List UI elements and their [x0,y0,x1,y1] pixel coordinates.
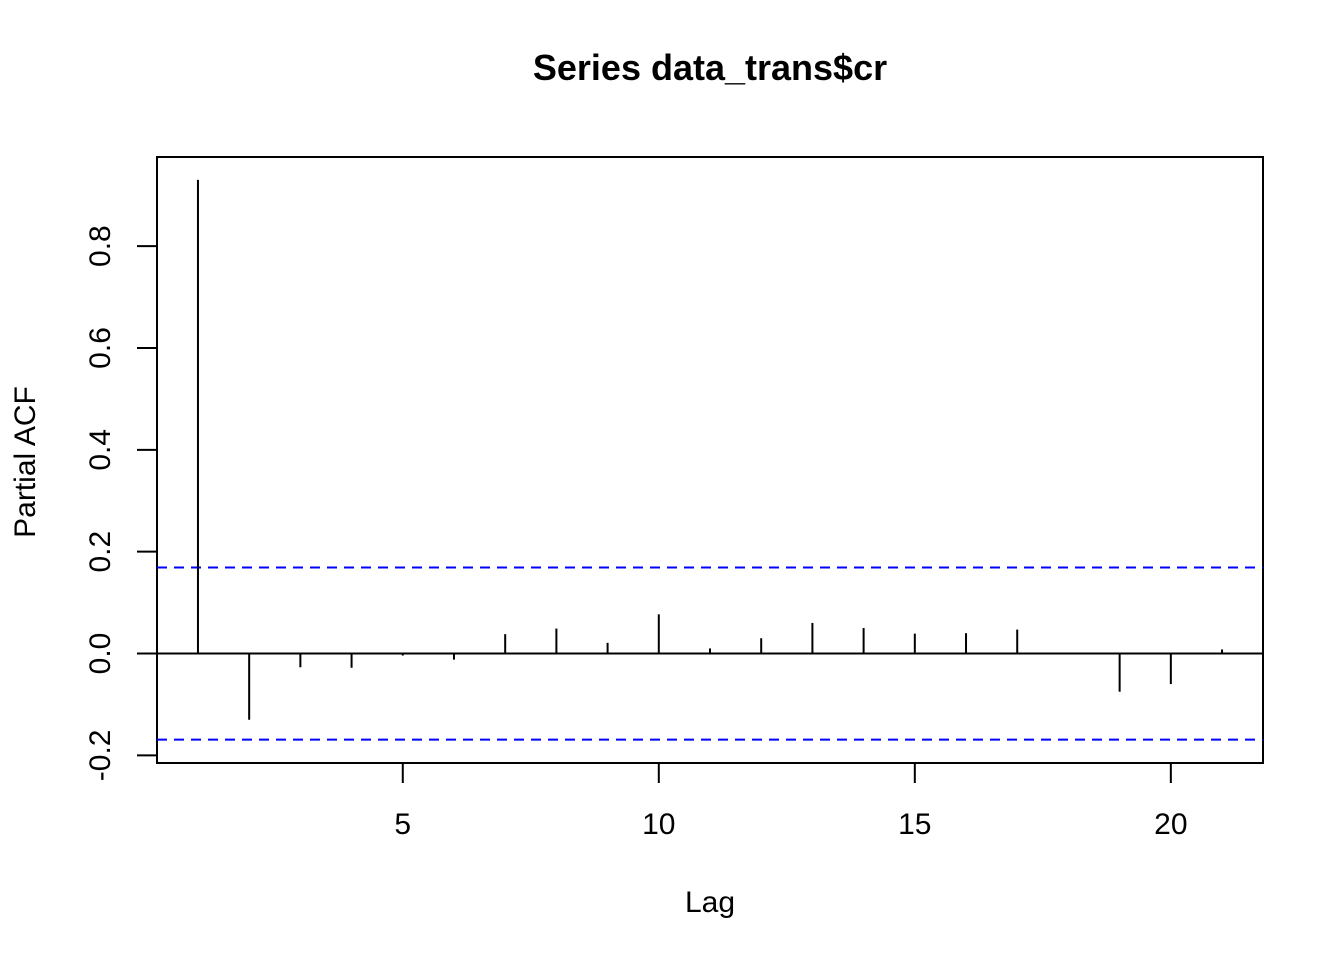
x-tick-label: 5 [394,808,411,841]
x-axis-label: Lag [685,886,735,919]
y-tick-label: 0.2 [84,531,117,573]
x-tick-label: 10 [642,808,675,841]
y-axis-label: Partial ACF [9,386,42,538]
y-axis: -0.2 0.0 0.2 0.4 0.6 0.8 [84,225,157,781]
y-tick-label: 0.6 [84,327,117,369]
y-tick-label: -0.2 [84,730,117,782]
x-tick-label: 20 [1154,808,1187,841]
x-tick-label: 15 [898,808,931,841]
pacf-marks [157,179,1263,741]
x-axis: 5 10 15 20 [394,763,1188,841]
y-tick-label: 0.0 [84,633,117,675]
y-tick-label: 0.4 [84,429,117,471]
chart-title: Series data_trans$cr [533,47,887,88]
plot-frame [156,156,1264,764]
y-tick-label: 0.8 [84,225,117,267]
